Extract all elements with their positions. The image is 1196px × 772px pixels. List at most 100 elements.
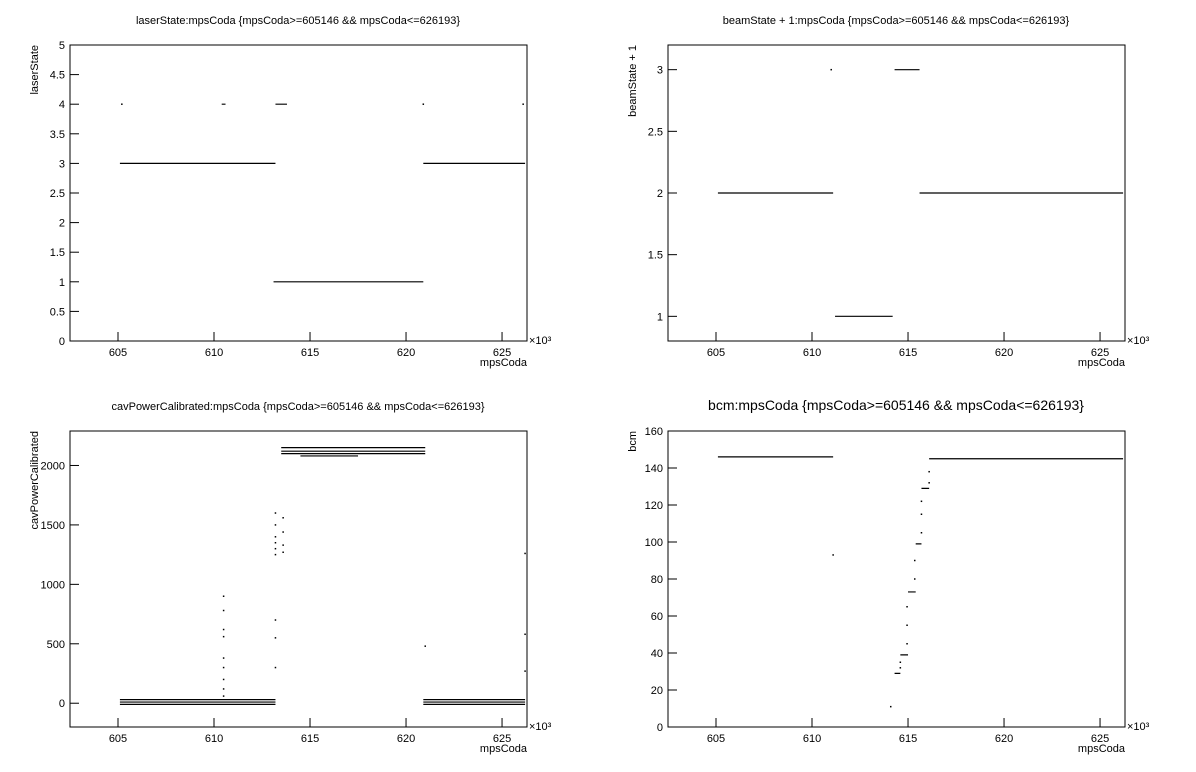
y-tick-label: 1.5 xyxy=(648,250,663,262)
data-point xyxy=(928,470,930,473)
data-point xyxy=(830,68,832,71)
y-tick-label: 140 xyxy=(645,463,663,475)
y-tick-label: 2.5 xyxy=(648,126,663,138)
x-tick-label: 620 xyxy=(397,347,415,359)
x-tick-label: 605 xyxy=(707,347,725,359)
data-point xyxy=(920,513,923,515)
y-tick-label: 2.5 xyxy=(50,188,65,200)
data-point xyxy=(832,554,834,556)
data-point xyxy=(424,645,426,647)
x-tick-label: 615 xyxy=(301,347,319,359)
x-tick-label: 625 xyxy=(493,347,511,359)
data-line xyxy=(717,69,1124,317)
y-tick-label: 5 xyxy=(59,40,65,52)
y-tick-label: 0.5 xyxy=(50,306,65,318)
panel: laserState:mpsCoda {mpsCoda>=605146 && m… xyxy=(29,15,552,369)
data-point xyxy=(274,536,277,538)
data-point xyxy=(282,551,284,554)
x-tick-label: 605 xyxy=(707,733,725,745)
x-tick-label: 620 xyxy=(995,733,1013,745)
x-multiplier: ×10³ xyxy=(529,721,552,733)
chart-title: beamState + 1:mpsCoda {mpsCoda>=605146 &… xyxy=(723,15,1070,27)
data-point xyxy=(524,633,526,636)
data-point xyxy=(274,524,277,526)
panel: bcm:mpsCoda {mpsCoda>=605146 && mpsCoda<… xyxy=(627,397,1150,755)
y-axis-label: cavPowerCalibrated xyxy=(29,431,41,529)
x-tick-label: 610 xyxy=(803,347,821,359)
data-point xyxy=(889,705,892,708)
y-tick-label: 2 xyxy=(59,218,65,230)
data-point xyxy=(920,532,923,534)
x-tick-label: 605 xyxy=(109,347,127,359)
data-point xyxy=(222,678,225,681)
data-point xyxy=(274,512,277,514)
y-tick-label: 20 xyxy=(651,685,663,697)
y-tick-label: 0 xyxy=(59,698,65,710)
y-axis-label: beamState + 1 xyxy=(627,45,639,117)
data-line xyxy=(119,103,526,283)
data-point xyxy=(274,619,277,621)
data-point xyxy=(222,666,225,669)
x-tick-label: 615 xyxy=(899,347,917,359)
x-tick-label: 625 xyxy=(1091,733,1109,745)
data-point xyxy=(906,624,908,626)
y-tick-label: 160 xyxy=(645,426,663,438)
y-tick-label: 100 xyxy=(645,537,663,549)
data-point xyxy=(222,609,225,612)
x-axis-label: mpsCoda xyxy=(480,743,528,755)
x-multiplier: ×10³ xyxy=(1127,335,1150,347)
data-line xyxy=(119,447,526,706)
y-axis-label: bcm xyxy=(627,431,639,452)
y-tick-label: 0 xyxy=(657,722,663,734)
plot-frame xyxy=(667,430,1126,728)
y-tick-label: 4.5 xyxy=(50,70,65,82)
x-tick-label: 605 xyxy=(109,733,127,745)
data-point xyxy=(899,667,902,669)
data-point xyxy=(906,606,908,608)
x-tick-label: 625 xyxy=(1091,347,1109,359)
data-point xyxy=(928,482,930,484)
y-tick-label: 1000 xyxy=(41,579,65,591)
x-axis-label: mpsCoda xyxy=(1078,357,1126,369)
x-tick-label: 625 xyxy=(493,733,511,745)
y-tick-label: 60 xyxy=(651,611,663,623)
plot-frame xyxy=(69,430,528,728)
data-point xyxy=(222,635,225,638)
data-point xyxy=(906,643,908,645)
data-point xyxy=(274,547,277,550)
y-tick-label: 500 xyxy=(47,639,65,651)
data-point xyxy=(522,103,524,105)
data-point xyxy=(274,666,277,669)
data-point xyxy=(422,103,425,105)
data-point xyxy=(524,670,526,672)
panel: cavPowerCalibrated:mpsCoda {mpsCoda>=605… xyxy=(29,401,552,755)
y-tick-label: 1 xyxy=(59,277,65,289)
x-tick-label: 610 xyxy=(803,733,821,745)
x-tick-label: 615 xyxy=(899,733,917,745)
y-tick-label: 120 xyxy=(645,500,663,512)
x-tick-label: 610 xyxy=(205,347,223,359)
x-axis-label: mpsCoda xyxy=(1078,743,1126,755)
y-axis-label: laserState xyxy=(29,45,41,95)
y-tick-label: 2000 xyxy=(41,460,65,472)
y-tick-label: 40 xyxy=(651,648,663,660)
data-point xyxy=(222,657,225,659)
data-point xyxy=(121,103,123,105)
x-tick-label: 620 xyxy=(995,347,1013,359)
y-tick-label: 3.5 xyxy=(50,129,65,141)
chart-title: cavPowerCalibrated:mpsCoda {mpsCoda>=605… xyxy=(111,401,484,413)
data-point xyxy=(913,578,916,580)
y-tick-label: 2 xyxy=(657,188,663,200)
x-multiplier: ×10³ xyxy=(1127,721,1150,733)
x-tick-label: 615 xyxy=(301,733,319,745)
y-tick-label: 0 xyxy=(59,336,65,348)
x-tick-label: 610 xyxy=(205,733,223,745)
y-tick-label: 1.5 xyxy=(50,247,65,259)
data-point xyxy=(282,531,284,533)
data-point xyxy=(222,695,225,697)
data-point xyxy=(222,628,225,631)
y-tick-label: 4 xyxy=(59,99,65,111)
data-point xyxy=(899,661,902,663)
x-multiplier: ×10³ xyxy=(529,335,552,347)
